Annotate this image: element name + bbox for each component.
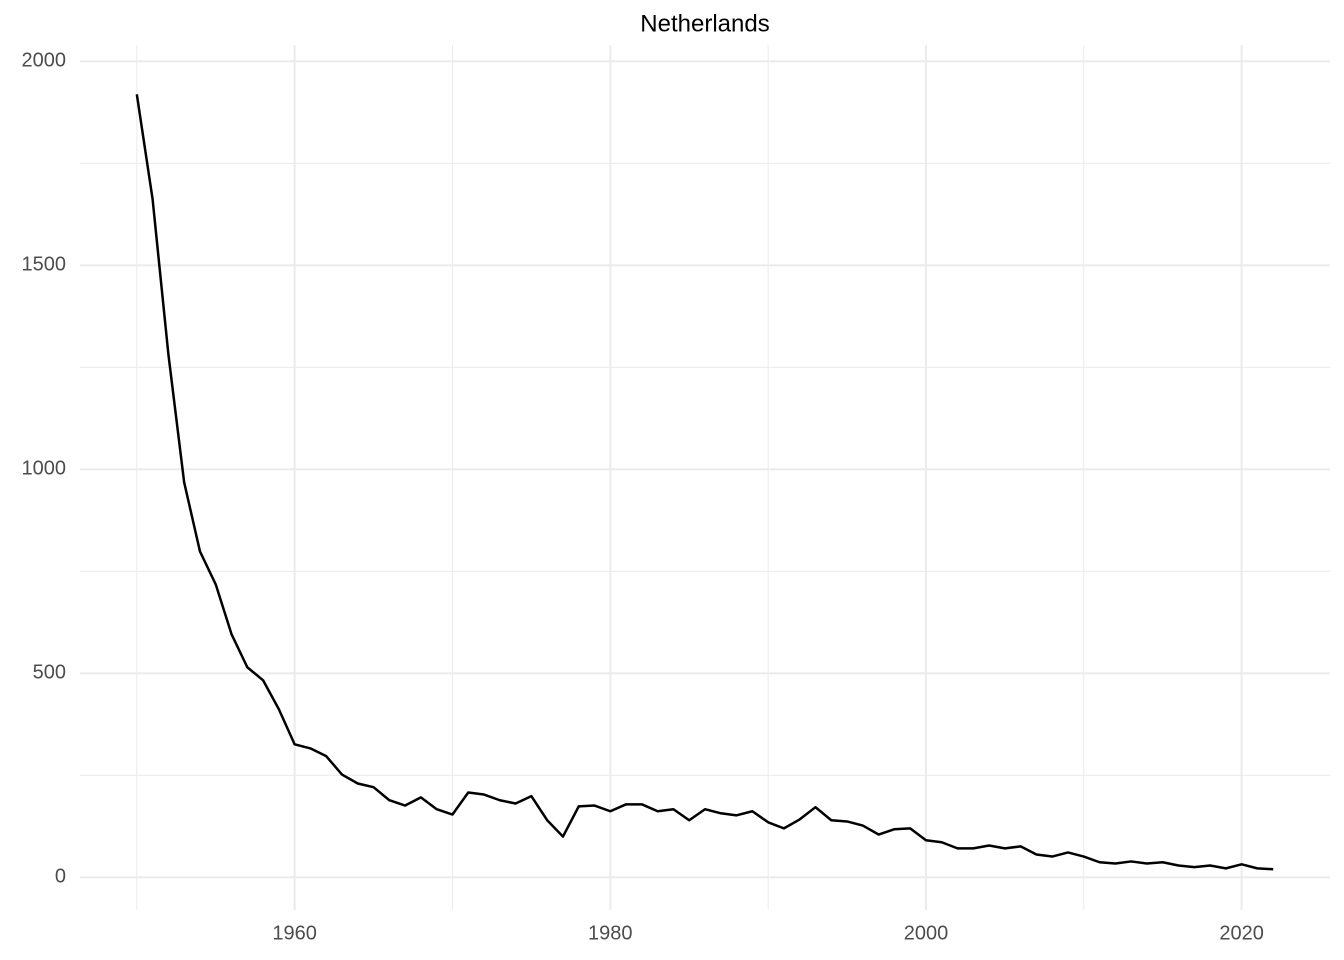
line [135, 94, 1274, 871]
x-tick-label: 1960 [272, 922, 317, 944]
grid [80, 45, 1330, 910]
y-tick-label: 1000 [22, 458, 67, 480]
y-tick-label: 500 [33, 662, 66, 684]
x-tick-label: 2020 [1219, 922, 1264, 944]
chart-title: Netherlands [640, 10, 769, 37]
y-tick-label: 1500 [22, 254, 67, 276]
y-tick-label: 2000 [22, 50, 67, 72]
x-tick-label: 2000 [904, 922, 949, 944]
x-tick-label: 1980 [588, 922, 633, 944]
y-tick-label: 0 [55, 866, 66, 888]
